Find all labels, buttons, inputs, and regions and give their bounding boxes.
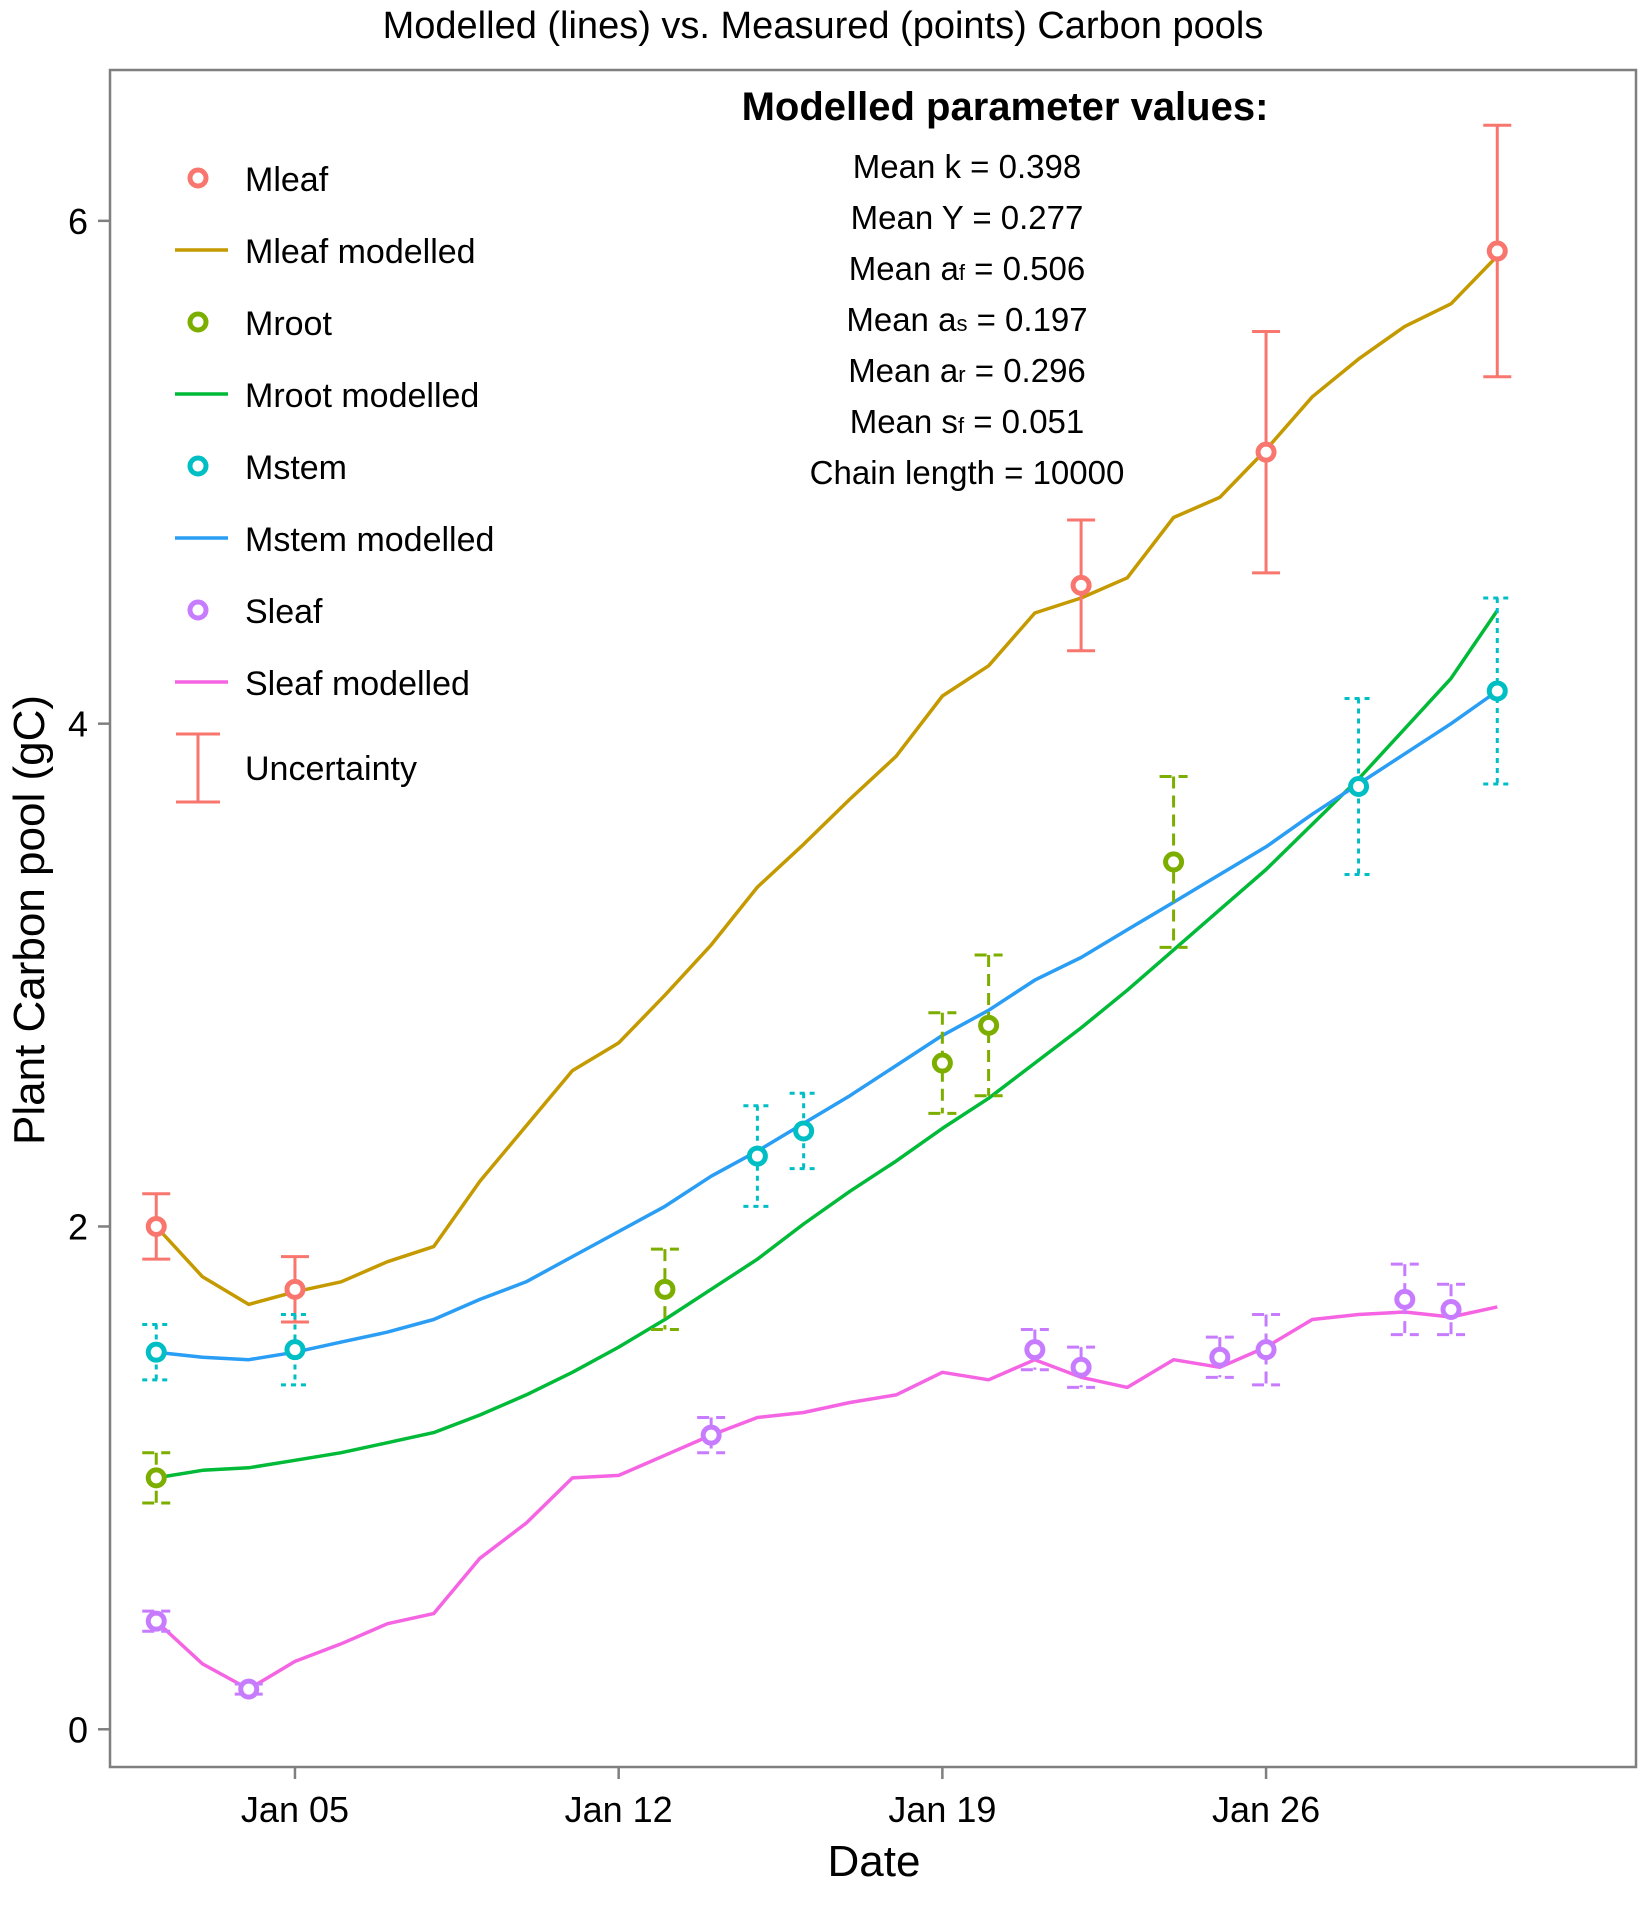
x-axis: Jan 05 Jan 12 Jan 19 Jan 26 (241, 1767, 1320, 1830)
point-mstem (145, 1341, 167, 1363)
errorbar-sleaf (1252, 1312, 1281, 1387)
legend-label: Mleaf modelled (245, 233, 476, 271)
legend-label: Mroot (245, 305, 332, 343)
point-mroot (1163, 851, 1185, 873)
plot-panel (108, 68, 1638, 1769)
legend-label: Mstem (245, 449, 347, 487)
legend-item-mleaf: Mleaf (187, 161, 329, 199)
model-lines (154, 254, 1499, 1691)
annotation-line: Mean ar = 0.296 (848, 352, 1086, 389)
legend-key-point (187, 455, 209, 477)
point-mroot (931, 1052, 953, 1074)
point-mleaf (1486, 240, 1508, 262)
errorbar-mstem (280, 1312, 309, 1387)
point-sleaf (700, 1424, 722, 1446)
legend-key-point (187, 167, 209, 189)
series-line-mleaf-modelled (154, 254, 1499, 1307)
legend-item-uncertainty: Uncertainty (176, 732, 417, 804)
point-mleaf (1070, 574, 1092, 596)
annotation-line: Mean k = 0.398 (853, 148, 1081, 185)
series-line-mroot-modelled (155, 609, 1499, 1480)
legend-label: Uncertainty (245, 750, 417, 788)
annotation-line: Mean Y = 0.277 (851, 199, 1084, 236)
y-axis-title: Plant Carbon pool (gC) (5, 695, 54, 1145)
point-mstem (1486, 680, 1508, 702)
parameter-annotation: Modelled parameter values: Mean k = 0.398… (742, 85, 1269, 491)
point-mstem (284, 1339, 306, 1361)
legend-label: Sleaf (245, 593, 323, 631)
y-tick-label: 6 (68, 201, 88, 242)
legend: Mleaf Mleaf modelled Mroot Mroot modelled Ms… (175, 161, 494, 804)
y-tick-label: 4 (68, 704, 88, 745)
y-axis: 0 2 4 6 (68, 201, 110, 1750)
chart-title: Modelled (lines) vs. Measured (points) C… (383, 5, 1264, 47)
legend-label: Mroot modelled (245, 377, 479, 415)
y-tick-label: 2 (68, 1206, 88, 1247)
y-tick-label: 0 (68, 1709, 88, 1750)
errorbar-sleaf (697, 1416, 726, 1455)
series-line-sleaf-modelled (155, 1305, 1498, 1691)
errorbar-mroot (974, 953, 1003, 1098)
point-mstem (793, 1120, 815, 1142)
point-sleaf (1440, 1298, 1462, 1320)
legend-item-mstem-modelled: Mstem modelled (175, 521, 494, 559)
errorbar-mstem (1344, 697, 1373, 877)
errorbar-mstem (142, 1323, 171, 1382)
x-tick-label: Jan 19 (888, 1789, 996, 1830)
point-sleaf (1255, 1339, 1277, 1361)
point-mleaf (145, 1215, 167, 1237)
point-mleaf (284, 1278, 306, 1300)
x-tick-label: Jan 26 (1212, 1789, 1320, 1830)
legend-item-mstem: Mstem (187, 449, 347, 487)
errorbar-mstem (789, 1091, 818, 1171)
point-sleaf (1070, 1356, 1092, 1378)
annotation-line: Chain length = 10000 (810, 454, 1125, 491)
point-mroot (978, 1014, 1000, 1036)
point-mroot (145, 1467, 167, 1489)
legend-item-mleaf-modelled: Mleaf modelled (175, 233, 476, 271)
errorbar-sleaf (1390, 1262, 1419, 1337)
legend-label: Sleaf modelled (245, 665, 470, 703)
legend-item-mroot: Mroot (187, 305, 332, 343)
point-mleaf (1255, 441, 1277, 463)
legend-item-sleaf-modelled: Sleaf modelled (175, 665, 470, 703)
annotation-heading: Modelled parameter values: (742, 85, 1269, 129)
legend-key-point (187, 311, 209, 333)
measured-points (145, 240, 1508, 1700)
legend-key-point (187, 599, 209, 621)
legend-label: Mleaf (245, 161, 329, 199)
annotation-line: Mean af = 0.506 (849, 250, 1085, 287)
legend-label: Mstem modelled (245, 521, 494, 559)
point-mstem (746, 1145, 768, 1167)
point-sleaf (145, 1610, 167, 1632)
point-sleaf (1394, 1288, 1416, 1310)
point-mroot (654, 1278, 676, 1300)
point-sleaf (1024, 1339, 1046, 1361)
series-line-mstem-modelled (156, 689, 1499, 1362)
x-tick-label: Jan 12 (565, 1789, 673, 1830)
errorbar-mroot (928, 1011, 957, 1115)
annotation-line: Mean as = 0.197 (846, 301, 1087, 338)
legend-item-mroot-modelled: Mroot modelled (175, 377, 479, 415)
point-sleaf (238, 1678, 260, 1700)
legend-item-sleaf: Sleaf (187, 593, 323, 631)
annotation-line: Mean sf = 0.051 (850, 403, 1085, 440)
x-axis-title: Date (828, 1837, 921, 1886)
point-sleaf (1209, 1346, 1231, 1368)
point-mstem (1348, 776, 1370, 798)
x-tick-label: Jan 05 (241, 1789, 349, 1830)
